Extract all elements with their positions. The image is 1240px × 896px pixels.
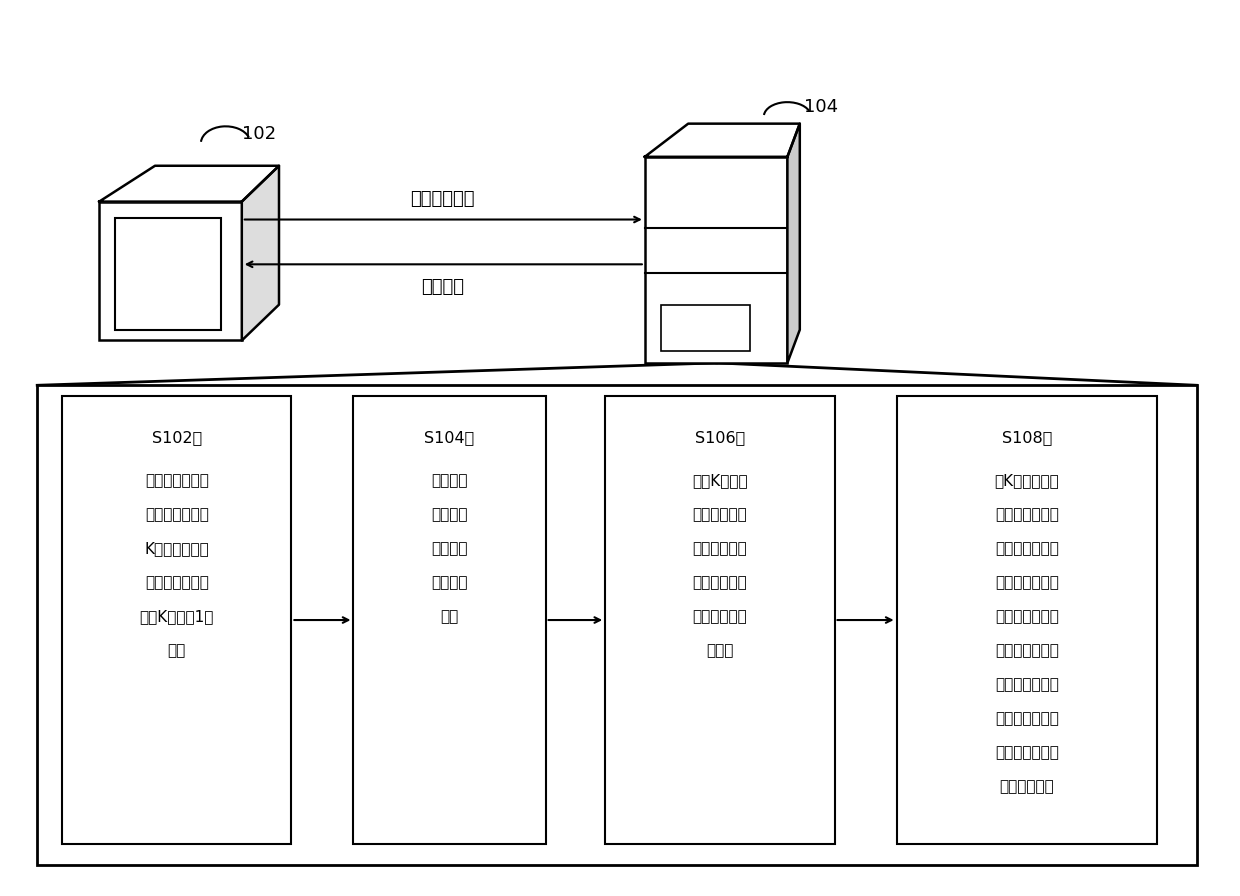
- Text: 102: 102: [242, 125, 277, 143]
- Bar: [645, 157, 787, 363]
- Polygon shape: [242, 166, 279, 340]
- Text: 中的排队时长: 中的排队时长: [999, 780, 1054, 795]
- Text: 实时统计: 实时统计: [432, 473, 467, 488]
- Text: 跟丢后，根据排: 跟丢后，根据排: [994, 575, 1059, 590]
- Text: S104，: S104，: [424, 430, 475, 445]
- Bar: [115, 218, 221, 330]
- Text: 对象的跟踪结果: 对象的跟踪结果: [994, 643, 1059, 659]
- Bar: [62, 396, 291, 844]
- Text: S108，: S108，: [1002, 430, 1052, 445]
- Text: 当K个监控对象: 当K个监控对象: [994, 473, 1059, 488]
- Text: 中，K为大于1的: 中，K为大于1的: [140, 609, 213, 625]
- Text: 的排队时: 的排队时: [432, 541, 467, 556]
- Text: 根据K个监控: 根据K个监控: [692, 473, 748, 488]
- Text: 整数: 整数: [167, 643, 186, 659]
- Text: 视频监控图像: 视频监控图像: [410, 190, 475, 208]
- Bar: [605, 396, 835, 844]
- Text: 果包括目标对象: 果包括目标对象: [994, 711, 1059, 727]
- Text: 轨迹: 轨迹: [440, 609, 459, 625]
- Text: K个监控对象作: K个监控对象作: [144, 541, 210, 556]
- Polygon shape: [787, 124, 800, 363]
- Text: 确定视频监控图: 确定视频监控图: [145, 473, 208, 488]
- Bar: [897, 396, 1157, 844]
- Bar: [661, 305, 750, 351]
- Text: 控图像中的运: 控图像中的运: [692, 541, 748, 556]
- Text: ，其中，跟踪结: ，其中，跟踪结: [994, 677, 1059, 693]
- Text: S102，: S102，: [151, 430, 202, 445]
- Text: 跟踪结果: 跟踪结果: [422, 278, 464, 296]
- Text: 在整个排队过程: 在整个排队过程: [994, 745, 1059, 761]
- Text: 视频监控图像中: 视频监控图像中: [994, 541, 1059, 556]
- Text: 像中正在排队的: 像中正在排队的: [145, 507, 208, 522]
- Text: 为跟踪对象，其: 为跟踪对象，其: [145, 575, 208, 590]
- Text: 队路线: 队路线: [706, 643, 734, 659]
- Polygon shape: [99, 166, 279, 202]
- Text: 104: 104: [804, 99, 838, 116]
- Text: 中的目标对象在: 中的目标对象在: [994, 507, 1059, 522]
- Text: 长和运动: 长和运动: [432, 575, 467, 590]
- Bar: [353, 396, 546, 844]
- Polygon shape: [645, 124, 800, 157]
- Text: 监控对象: 监控对象: [432, 507, 467, 522]
- Text: S106，: S106，: [694, 430, 745, 445]
- Bar: [37, 385, 1197, 865]
- Bar: [99, 202, 242, 340]
- Text: 对象在视频监: 对象在视频监: [692, 507, 748, 522]
- Text: 监控对象的排: 监控对象的排: [692, 609, 748, 625]
- Text: 队路线确定目标: 队路线确定目标: [994, 609, 1059, 625]
- Text: 动轨迹，生成: 动轨迹，生成: [692, 575, 748, 590]
